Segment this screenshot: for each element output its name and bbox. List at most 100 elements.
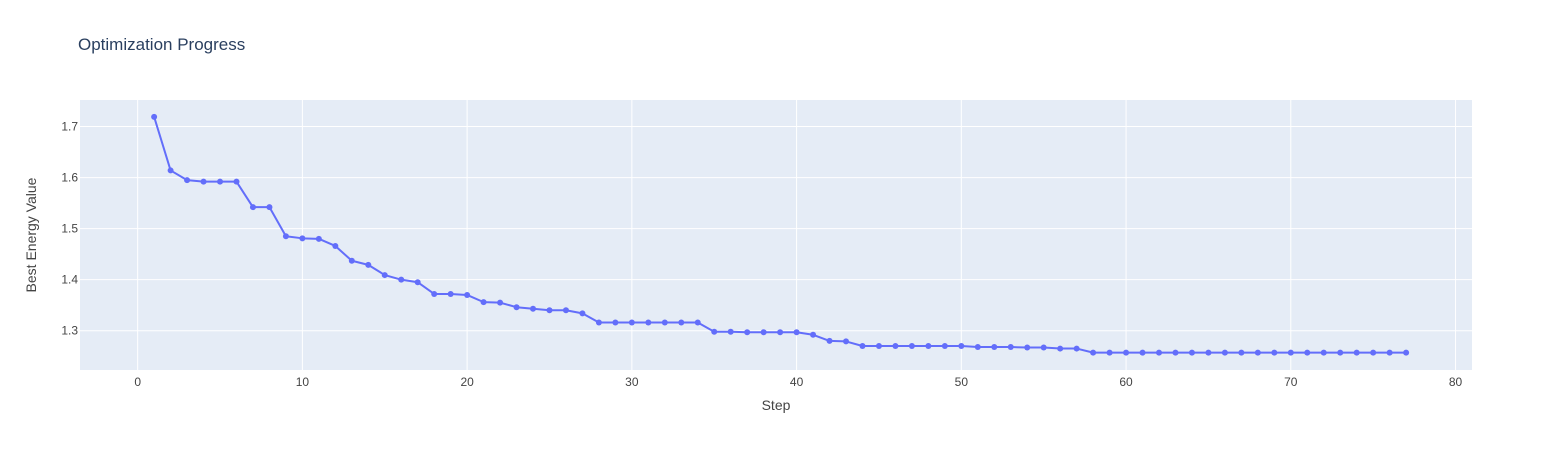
x-tick-label: 10 [296,375,310,389]
data-point [332,242,339,249]
x-tick-label: 40 [790,375,804,389]
y-axis-title: Best Energy Value [23,177,39,292]
data-point [974,344,981,351]
data-point [464,291,471,298]
data-point [1205,349,1212,356]
data-point [217,178,224,185]
x-tick-label: 20 [460,375,474,389]
x-axis-title: Step [762,397,791,413]
chart-title: Optimization Progress [78,35,245,54]
y-tick-label: 1.4 [61,273,78,287]
data-point [447,290,454,297]
data-point [1188,349,1195,356]
y-tick-label: 1.7 [61,120,78,134]
data-point [579,310,586,317]
x-tick-label: 0 [134,375,141,389]
data-point [365,261,372,268]
plot-area [80,100,1472,370]
y-tick-label: 1.3 [61,324,78,338]
data-point [266,204,273,211]
data-point [1254,349,1261,356]
data-point [233,178,240,185]
data-point [1353,349,1360,356]
data-point [1040,344,1047,351]
data-point [810,331,817,338]
data-point [1337,349,1344,356]
series-layer [151,113,1410,356]
data-point [1172,349,1179,356]
data-point [859,343,866,350]
data-point [1156,349,1163,356]
data-point [777,329,784,336]
data-point [595,319,602,326]
data-point [1271,349,1278,356]
data-point [546,307,553,314]
data-point [1090,349,1097,356]
data-point [991,344,998,351]
data-point [398,276,405,283]
data-point [1106,349,1113,356]
data-point [249,204,256,211]
data-point [908,343,915,350]
x-axis: 0 10 20 30 40 50 60 70 80 [134,375,1462,389]
data-point [513,304,520,311]
data-point [958,343,965,350]
data-point [1123,349,1130,356]
data-point [744,329,751,336]
data-point [414,279,421,286]
data-point [1370,349,1377,356]
x-tick-label: 70 [1284,375,1298,389]
data-point [562,307,569,314]
data-point [167,167,174,174]
data-point [1007,344,1014,351]
data-point [530,305,537,312]
y-tick-label: 1.5 [61,222,78,236]
data-point [1403,349,1410,356]
y-tick-label: 1.6 [61,171,78,185]
y-axis: 1.3 1.4 1.5 1.6 1.7 [61,120,78,338]
data-point [628,319,635,326]
data-point [711,328,718,335]
data-point [497,299,504,306]
data-point [200,178,207,185]
data-point [299,235,306,242]
data-point [1073,345,1080,352]
data-point [1057,345,1064,352]
data-point [678,319,685,326]
data-point [826,337,833,344]
x-tick-label: 80 [1449,375,1463,389]
data-point [760,329,767,336]
data-point [381,272,388,279]
data-point [1304,349,1311,356]
data-point [1221,349,1228,356]
data-point [727,328,734,335]
data-point [348,257,355,264]
grid-lines [80,100,1472,370]
data-point [843,338,850,345]
data-point [1238,349,1245,356]
data-point [184,177,191,184]
data-point [892,343,899,350]
data-point [1024,344,1031,351]
data-point [315,235,322,242]
data-point [875,343,882,350]
data-point [694,319,701,326]
data-point [282,233,289,240]
x-tick-label: 30 [625,375,639,389]
data-point [793,329,800,336]
data-point [1139,349,1146,356]
data-point [1320,349,1327,356]
x-tick-label: 50 [955,375,969,389]
data-point [941,343,948,350]
data-point [1287,349,1294,356]
data-point [925,343,932,350]
data-point [480,299,487,306]
data-point [431,290,438,297]
data-point [645,319,652,326]
data-point [151,113,158,120]
x-tick-label: 60 [1119,375,1133,389]
data-point [1386,349,1393,356]
data-point [612,319,619,326]
